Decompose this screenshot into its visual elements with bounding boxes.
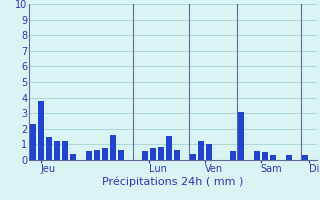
Bar [30,124,36,160]
Bar [102,148,108,160]
Bar [190,154,196,160]
Bar [158,147,164,160]
Bar [86,151,92,160]
Bar [206,144,212,160]
Bar [150,148,156,160]
X-axis label: Précipitations 24h ( mm ): Précipitations 24h ( mm ) [102,177,244,187]
Bar [286,155,292,160]
Bar [230,151,236,160]
Bar [302,155,308,160]
Bar [110,135,116,160]
Bar [142,151,148,160]
Bar [174,150,180,160]
Bar [270,155,276,160]
Bar [70,154,76,160]
Bar [166,136,172,160]
Bar [198,140,204,160]
Bar [118,150,124,160]
Bar [62,141,68,160]
Bar [254,151,260,160]
Bar [238,112,244,160]
Bar [46,137,52,160]
Bar [94,150,100,160]
Bar [38,101,44,160]
Bar [54,141,60,160]
Bar [262,152,268,160]
